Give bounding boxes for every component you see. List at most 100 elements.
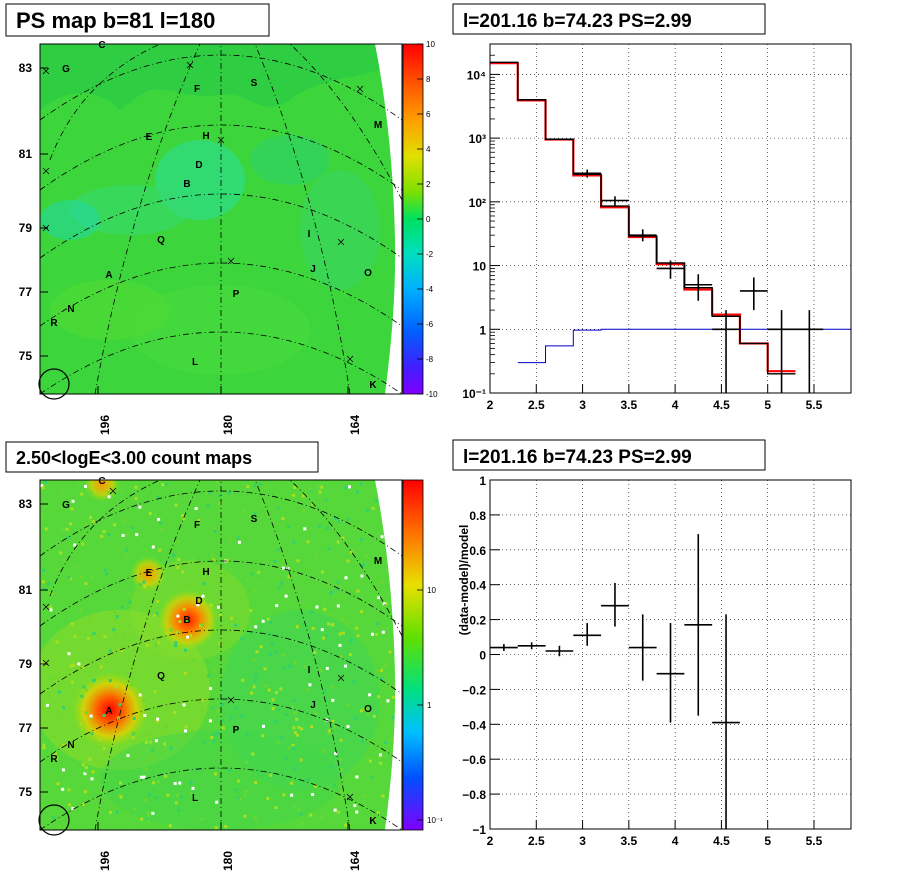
spectrum-xtick-label: 3.5 bbox=[621, 398, 638, 412]
count-pixel bbox=[365, 508, 369, 512]
count-pixel bbox=[292, 699, 296, 703]
count-pixel bbox=[390, 737, 394, 741]
count-pixel bbox=[85, 688, 88, 692]
count-pixel bbox=[138, 505, 142, 509]
count-pixel bbox=[62, 559, 66, 563]
count-pixel bbox=[59, 551, 63, 555]
count-pixel bbox=[240, 714, 244, 718]
count-pixel bbox=[125, 532, 129, 536]
count-pixel bbox=[380, 580, 384, 584]
count-pixel bbox=[306, 540, 310, 544]
count-pixel bbox=[279, 736, 283, 739]
count-pixel bbox=[212, 739, 216, 743]
count-pixel bbox=[243, 814, 247, 818]
count-pixel bbox=[83, 772, 87, 776]
source-label: E bbox=[146, 132, 153, 143]
count-pixel bbox=[368, 693, 372, 697]
count-pixel bbox=[144, 767, 148, 771]
ratio-ytick-label: 0 bbox=[479, 649, 486, 663]
count-pixel bbox=[378, 753, 382, 757]
count-pixel bbox=[202, 582, 206, 585]
count-pixel bbox=[332, 783, 336, 787]
count-pixel bbox=[67, 652, 71, 656]
count-pixel bbox=[128, 624, 132, 628]
map-ytick-label: 75 bbox=[19, 785, 33, 799]
count-pixel bbox=[142, 580, 146, 584]
count-pixel bbox=[81, 763, 85, 767]
count-pixel bbox=[121, 632, 125, 636]
count-pixel bbox=[374, 499, 378, 503]
ps-map-source-labels: C G F S M E H DB Q I A J O P NR L K bbox=[50, 40, 382, 391]
count-pixel bbox=[368, 759, 372, 763]
map-ytick-label: 77 bbox=[19, 721, 33, 735]
count-pixel bbox=[314, 711, 318, 715]
source-label: H bbox=[202, 567, 209, 578]
count-pixel bbox=[189, 633, 193, 637]
count-pixel bbox=[196, 603, 200, 607]
ratio-ytick-label: 0.8 bbox=[469, 509, 486, 523]
map-xtick-label: 196 bbox=[98, 415, 112, 435]
count-pixel bbox=[270, 642, 274, 645]
count-pixel bbox=[205, 600, 209, 604]
source-label: D bbox=[195, 160, 202, 171]
source-label: O bbox=[364, 268, 372, 279]
count-pixel bbox=[182, 735, 185, 739]
count-pixel bbox=[99, 665, 103, 669]
count-pixel bbox=[152, 781, 156, 785]
count-pixel bbox=[234, 623, 237, 627]
count-pixel bbox=[145, 643, 149, 647]
count-pixel bbox=[45, 703, 49, 707]
count-pixel bbox=[215, 800, 219, 804]
count-pixel bbox=[112, 628, 116, 632]
count-pixel bbox=[336, 604, 340, 608]
count-pixel bbox=[132, 731, 136, 735]
colorbar-tick-label: -2 bbox=[426, 250, 434, 259]
count-pixel bbox=[384, 602, 388, 606]
count-pixel bbox=[69, 664, 73, 668]
count-pixel bbox=[96, 806, 100, 810]
count-pixel bbox=[241, 678, 245, 682]
count-pixel bbox=[281, 558, 285, 562]
count-pixel bbox=[254, 625, 258, 629]
map-xtick-label: 196 bbox=[98, 851, 112, 871]
count-pixel bbox=[215, 480, 219, 484]
count-pixel bbox=[383, 741, 387, 745]
count-pixel bbox=[380, 535, 384, 539]
count-pixel bbox=[200, 817, 204, 821]
count-pixel bbox=[360, 610, 364, 614]
count-pixel bbox=[156, 641, 160, 645]
count-pixel bbox=[156, 495, 160, 499]
count-pixel bbox=[156, 719, 160, 723]
count-pixel bbox=[333, 516, 337, 520]
count-pixel bbox=[42, 580, 45, 584]
count-pixel bbox=[290, 793, 294, 797]
count-pixel bbox=[98, 738, 102, 741]
count-pixel bbox=[347, 517, 351, 521]
count-pixel bbox=[42, 569, 46, 572]
count-pixel bbox=[391, 716, 395, 719]
count-pixel bbox=[336, 587, 340, 591]
count-pixel bbox=[157, 517, 161, 521]
count-pixel bbox=[175, 575, 179, 578]
map-ytick-label: 83 bbox=[19, 61, 33, 75]
count-pixel bbox=[51, 676, 55, 680]
count-pixel bbox=[156, 600, 160, 603]
count-pixel bbox=[181, 513, 185, 517]
count-pixel bbox=[333, 808, 337, 812]
count-pixel bbox=[47, 687, 51, 691]
spectrum-ytick-label: 1 bbox=[479, 323, 486, 337]
count-pixel bbox=[293, 731, 297, 735]
count-pixel bbox=[139, 775, 143, 779]
source-label: C bbox=[98, 40, 105, 51]
count-pixel bbox=[269, 773, 273, 777]
count-pixel bbox=[180, 795, 184, 799]
count-pixel bbox=[115, 635, 119, 639]
spectrum-frame bbox=[489, 43, 852, 394]
ratio-xtick-label: 2 bbox=[487, 834, 494, 848]
source-label: L bbox=[192, 357, 198, 368]
count-pixel bbox=[293, 711, 297, 715]
count-pixel bbox=[47, 694, 51, 698]
count-pixel bbox=[336, 540, 340, 544]
count-pixel bbox=[353, 804, 357, 808]
count-pixel bbox=[258, 483, 262, 486]
